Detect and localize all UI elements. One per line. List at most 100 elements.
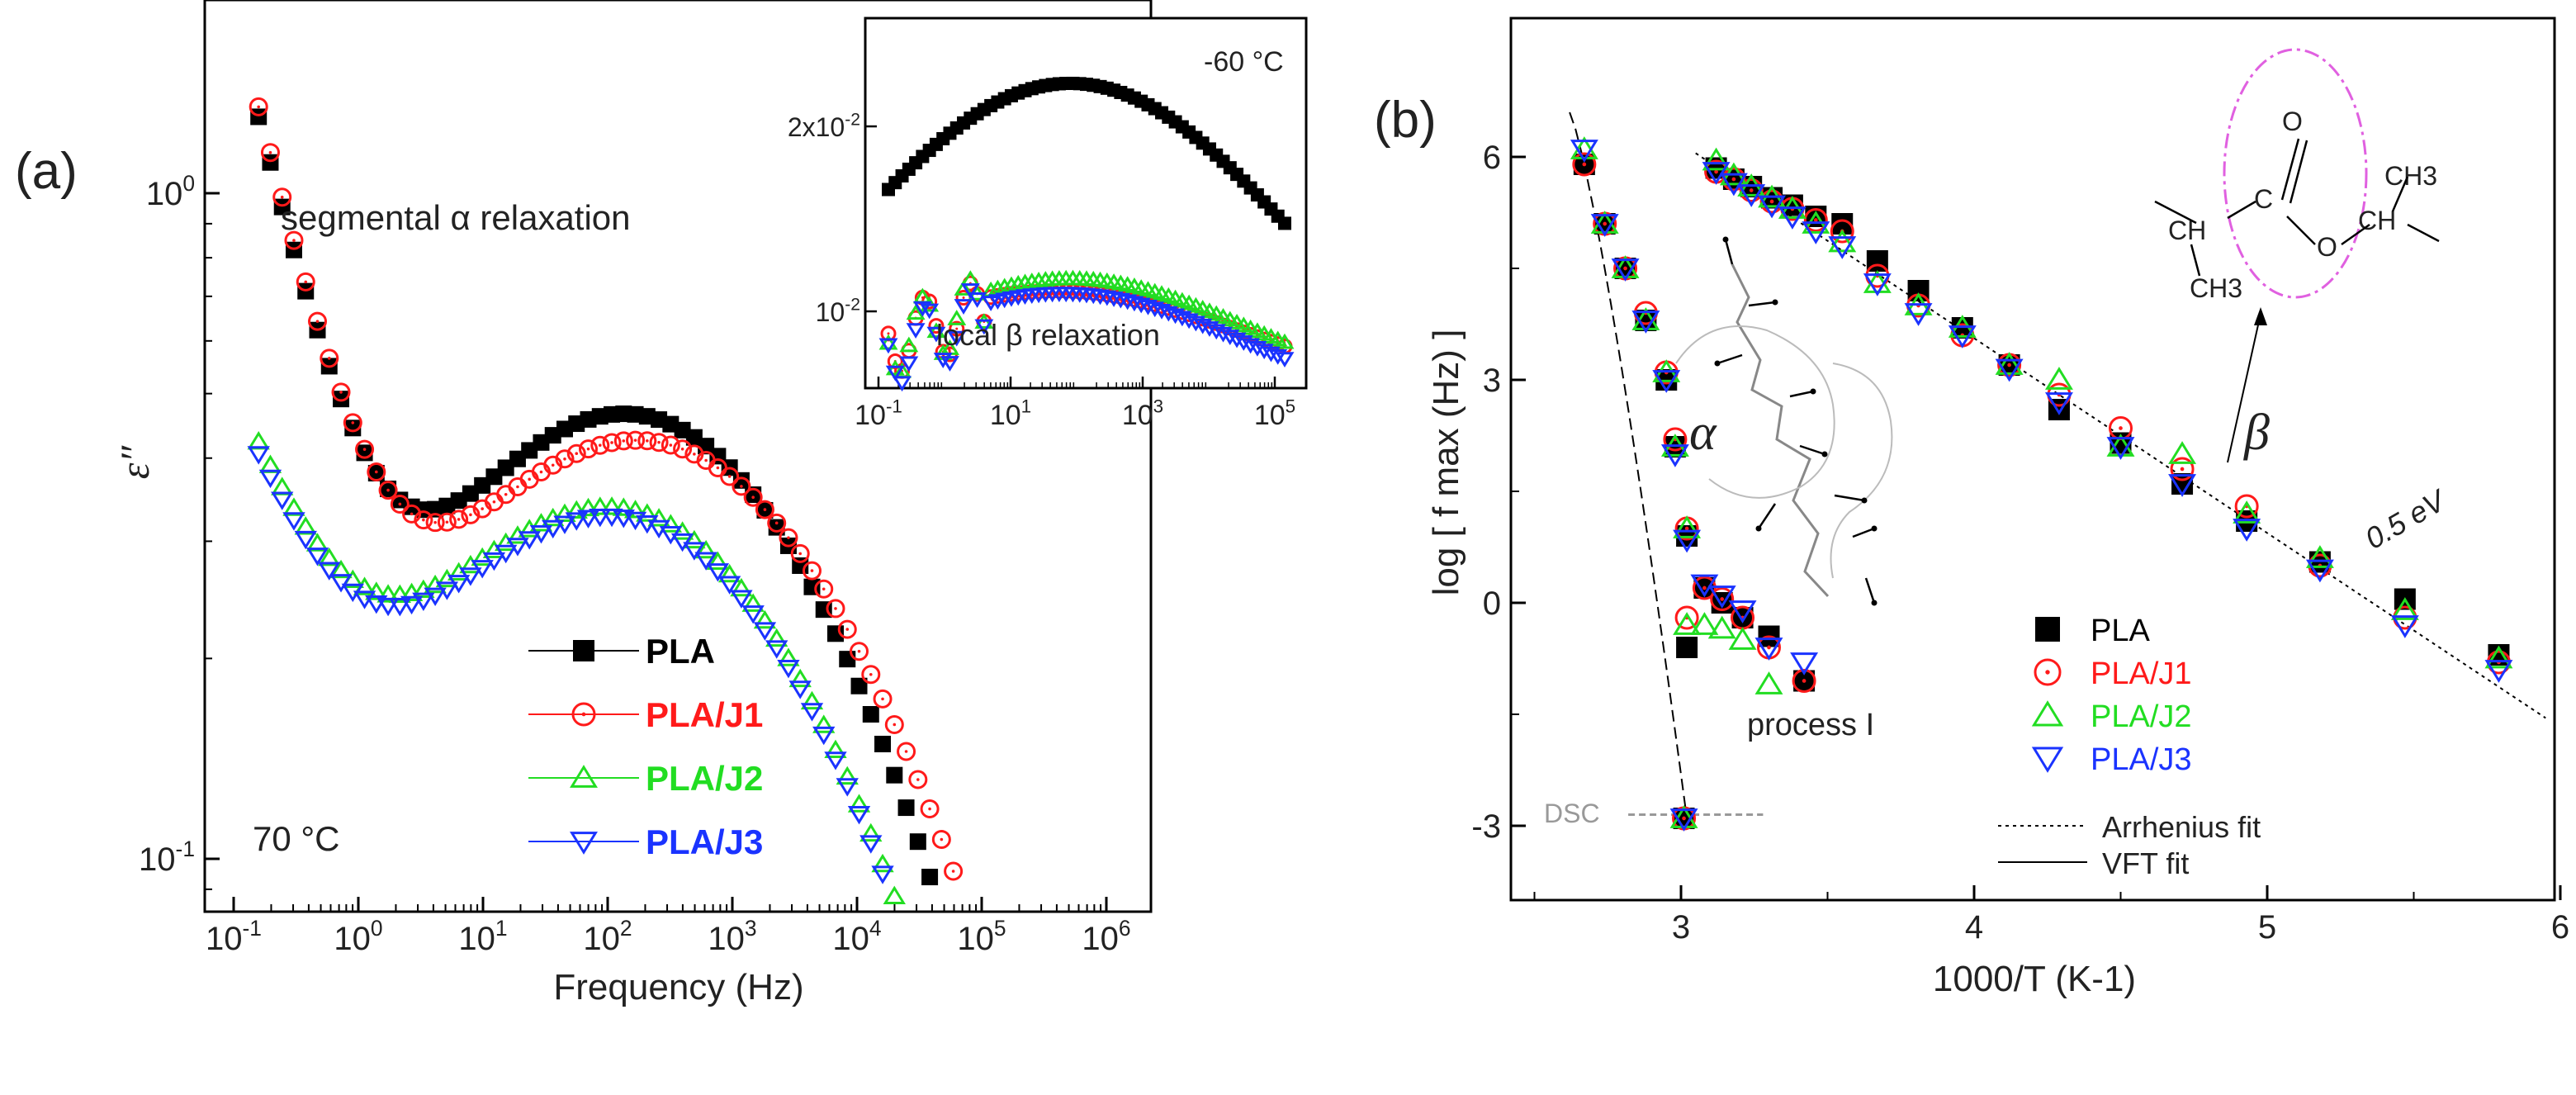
x-tick-label: 106 (1082, 916, 1130, 957)
motion-arrow (1717, 353, 1743, 365)
beta-point (2168, 474, 2197, 497)
b-legend-marker (2031, 700, 2064, 727)
inset-point (1193, 318, 1213, 334)
alpha-point (1570, 140, 1598, 163)
inset-point (1214, 326, 1233, 343)
data-point (247, 431, 270, 450)
data-point (565, 512, 588, 531)
data-point (590, 435, 610, 455)
data-point (824, 751, 847, 770)
molecule-bond (2407, 223, 2440, 243)
inset-point (912, 301, 932, 317)
molecule-bond (2286, 216, 2316, 245)
motion-arrow-head (1871, 525, 1878, 532)
data-point (683, 542, 706, 561)
data-point (661, 435, 680, 455)
data-point (850, 642, 869, 661)
inset-point (1220, 329, 1240, 346)
beta-point (2390, 615, 2419, 638)
data-point (305, 533, 329, 552)
inset-point (1261, 346, 1281, 363)
inset-x-ticks: 10-1 101 103 105 (855, 377, 1295, 431)
legend-label: PLA (646, 632, 715, 671)
beta-point (1828, 236, 1857, 259)
molecule-bond (2341, 223, 2370, 246)
data-point (767, 513, 787, 533)
inset-x-tick-label: 101 (990, 396, 1031, 431)
pointer-arrow (2227, 313, 2261, 463)
process-i-point (1673, 612, 1702, 635)
data-point (576, 510, 600, 529)
beta-point (2044, 367, 2073, 390)
b-legend-label: PLA (2091, 614, 2150, 648)
data-point (425, 513, 445, 533)
data-point (285, 241, 302, 258)
chain-line-light (1675, 325, 1835, 499)
data-point (414, 510, 433, 530)
b-series-pla-j1 (1572, 152, 2511, 831)
data-point (765, 628, 788, 647)
b-y-tick-label: 0 (1483, 585, 1501, 622)
data-point (944, 861, 964, 881)
motion-arrow (1757, 503, 1777, 529)
data-point (871, 865, 894, 884)
data-point (908, 770, 928, 789)
b-series-pla-j3 (1570, 140, 2513, 832)
beta-point (1995, 352, 2024, 375)
panel-a-x-axis-label: Frequency (Hz) (553, 967, 803, 1007)
data-point (777, 659, 800, 679)
x-tick-label: 100 (334, 916, 382, 957)
fit-legend-label: VFT fit (2102, 846, 2189, 880)
data-point (367, 462, 386, 481)
motion-arrow-head (1714, 360, 1721, 367)
data-point (720, 467, 740, 486)
alpha-point (1631, 310, 1660, 334)
data-point (294, 516, 317, 535)
data-point (600, 496, 623, 515)
data-point (931, 830, 951, 850)
data-point (730, 590, 753, 609)
alpha-point (1673, 529, 1702, 553)
alpha-point (1590, 214, 1619, 237)
data-point (412, 592, 435, 611)
data-point (576, 497, 600, 517)
inset-point (1125, 296, 1144, 312)
data-point (296, 272, 315, 292)
motion-arrow-head (1861, 497, 1868, 504)
inset-point (1200, 321, 1219, 337)
data-point (390, 494, 410, 514)
inset-point (954, 280, 973, 296)
data-point (732, 476, 751, 496)
inset-point (1206, 324, 1226, 340)
data-point (706, 563, 730, 582)
motion-arrow-head (1821, 451, 1828, 457)
inset-point (899, 356, 919, 372)
beta-ellipse (2223, 48, 2368, 299)
inset-point (906, 323, 926, 339)
inset: 10-1 101 103 105 2x10-2 10-2 -60 °C local β … (788, 17, 1308, 431)
inset-point (1227, 332, 1247, 348)
data-point (459, 567, 482, 586)
legend-marker (571, 702, 596, 727)
data-point (402, 504, 422, 524)
data-point (897, 742, 916, 761)
beta-point (1904, 303, 1933, 326)
panel-a-x-ticks: 10-1 100 101 102 103 104 105 106 (206, 897, 1131, 957)
motion-arrow-head (1755, 525, 1762, 532)
molecule-bond (2280, 138, 2300, 201)
data-point (920, 799, 940, 819)
data-point (471, 560, 494, 579)
inset-point (933, 353, 953, 368)
motion-arrow-head (1772, 299, 1778, 306)
inset-point (899, 336, 919, 353)
motion-arrow (1799, 444, 1825, 456)
inset-x-tick-label: 103 (1122, 396, 1163, 431)
data-point (753, 609, 777, 629)
data-point (765, 640, 788, 659)
panel-b-x-axis-label: 1000/T (K-1) (1933, 959, 2136, 999)
panel-b-frame (1509, 17, 2556, 902)
molecule-bond (2391, 176, 2409, 212)
process-i-point (1690, 574, 1719, 598)
inset-y-tick-label: 10-2 (816, 296, 860, 327)
process-i-point (1710, 587, 1735, 611)
